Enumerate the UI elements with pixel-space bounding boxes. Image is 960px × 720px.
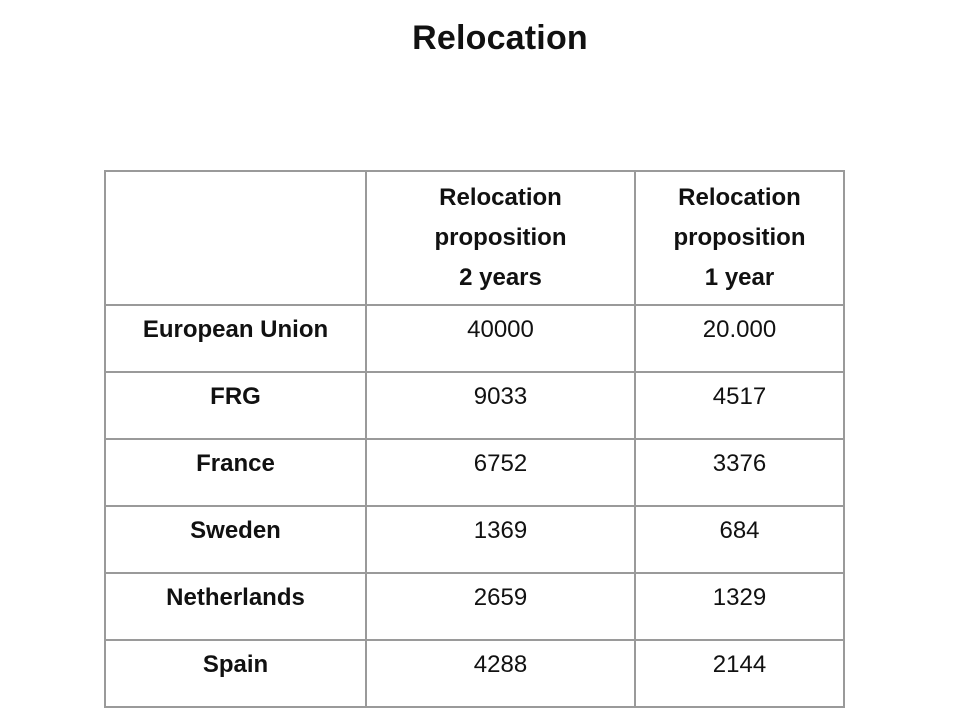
country-cell: Netherlands [104,572,367,641]
country-cell: Spain [104,639,367,708]
header-line: 1 year [704,264,775,291]
header-empty-cell [104,170,367,306]
country-cell: European Union [104,304,367,373]
header-line: proposition [434,224,567,251]
table-row: European Union 40000 20.000 [104,304,845,373]
header-line: 2 years [459,264,542,291]
two-years-cell: 2659 [365,572,636,641]
country-cell: FRG [104,371,367,440]
one-year-cell: 1329 [634,572,845,641]
country-cell: France [104,438,367,507]
one-year-cell: 4517 [634,371,845,440]
header-line: Relocation [439,184,562,211]
one-year-cell: 20.000 [634,304,845,373]
table-header-row: Relocation proposition 2 years Relocatio… [104,170,845,306]
relocation-table: Relocation proposition 2 years Relocatio… [104,170,845,708]
two-years-cell: 6752 [365,438,636,507]
table-row: France 6752 3376 [104,438,845,507]
one-year-cell: 684 [634,505,845,574]
two-years-cell: 40000 [365,304,636,373]
header-one-year: Relocation proposition 1 year [634,170,845,306]
one-year-cell: 3376 [634,438,845,507]
country-cell: Sweden [104,505,367,574]
table-row: Netherlands 2659 1329 [104,572,845,641]
one-year-cell: 2144 [634,639,845,708]
two-years-cell: 1369 [365,505,636,574]
table-row: Sweden 1369 684 [104,505,845,574]
two-years-cell: 4288 [365,639,636,708]
two-years-cell: 9033 [365,371,636,440]
table-row: FRG 9033 4517 [104,371,845,440]
header-line: proposition [673,224,806,251]
table-row: Spain 4288 2144 [104,639,845,708]
header-line: Relocation [678,184,801,211]
page-title: Relocation [412,19,588,57]
header-two-years: Relocation proposition 2 years [365,170,636,306]
